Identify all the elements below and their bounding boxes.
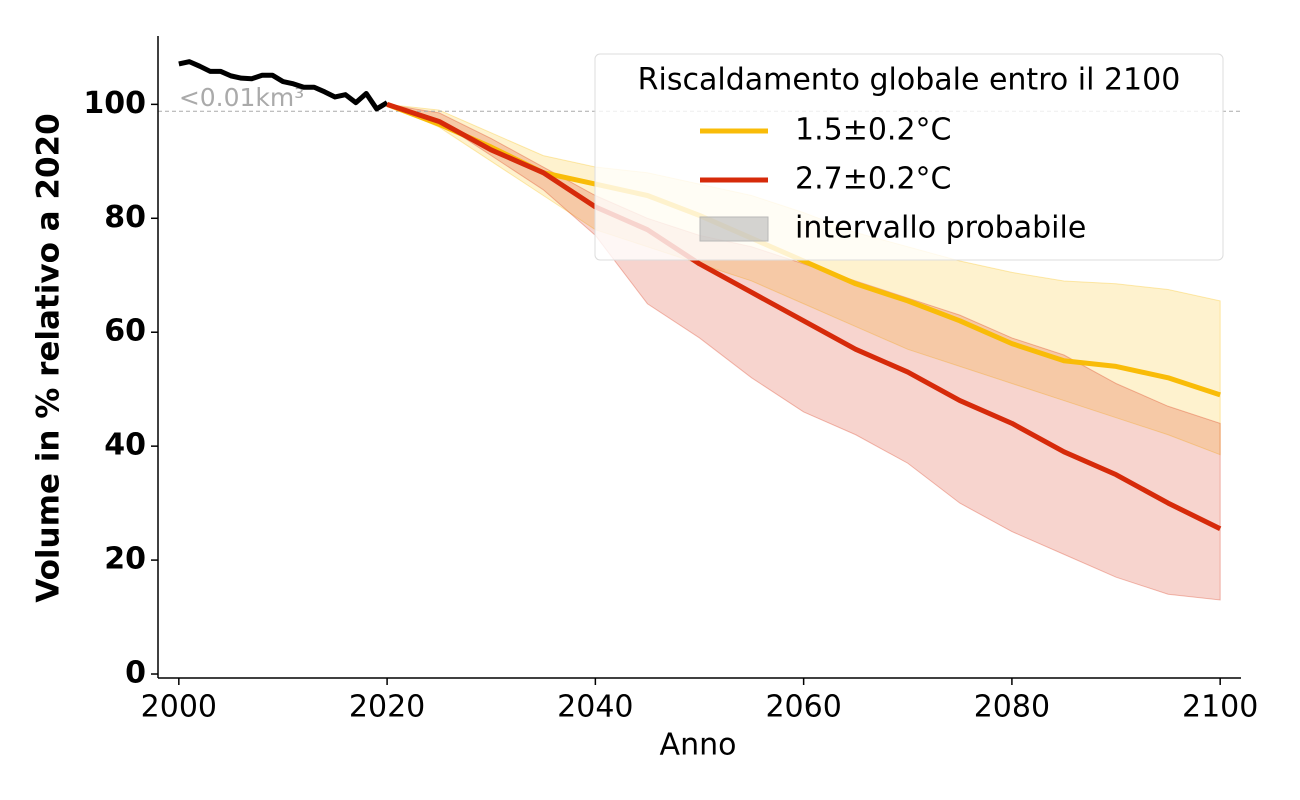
legend: Riscaldamento globale entro il 2100 1.5±0…: [594, 53, 1224, 261]
annotation: <0.01km³: [179, 83, 304, 112]
legend-label: 1.5±0.2°C: [795, 113, 952, 148]
x-tick-label: 2060: [765, 690, 841, 725]
x-tick-label: 2000: [141, 690, 217, 725]
y-tick-label: 0: [125, 656, 146, 691]
x-tick-label: 2080: [974, 690, 1050, 725]
y-tick-label: 100: [83, 86, 146, 121]
legend-label: intervallo probabile: [795, 211, 1086, 246]
x-tick-label: 2020: [349, 690, 425, 725]
x-tick-label: 2100: [1182, 690, 1258, 725]
series-line: [178, 59, 389, 112]
y-tick-label: 60: [104, 314, 146, 349]
y-tick-label: 80: [104, 200, 146, 235]
legend-box: [594, 53, 1224, 261]
series-line: [386, 101, 1222, 531]
x-tick-label: 2040: [557, 690, 633, 725]
y-axis-label: Volume in % relativo a 2020: [31, 113, 67, 602]
legend-label: 2.7±0.2°C: [795, 162, 952, 197]
y-tick-label: 20: [104, 542, 146, 577]
x-axis-label: Anno: [660, 728, 737, 763]
legend-title: Riscaldamento globale entro il 2100: [638, 63, 1181, 98]
legend-band: [699, 216, 769, 242]
y-tick-label: 40: [104, 428, 146, 463]
